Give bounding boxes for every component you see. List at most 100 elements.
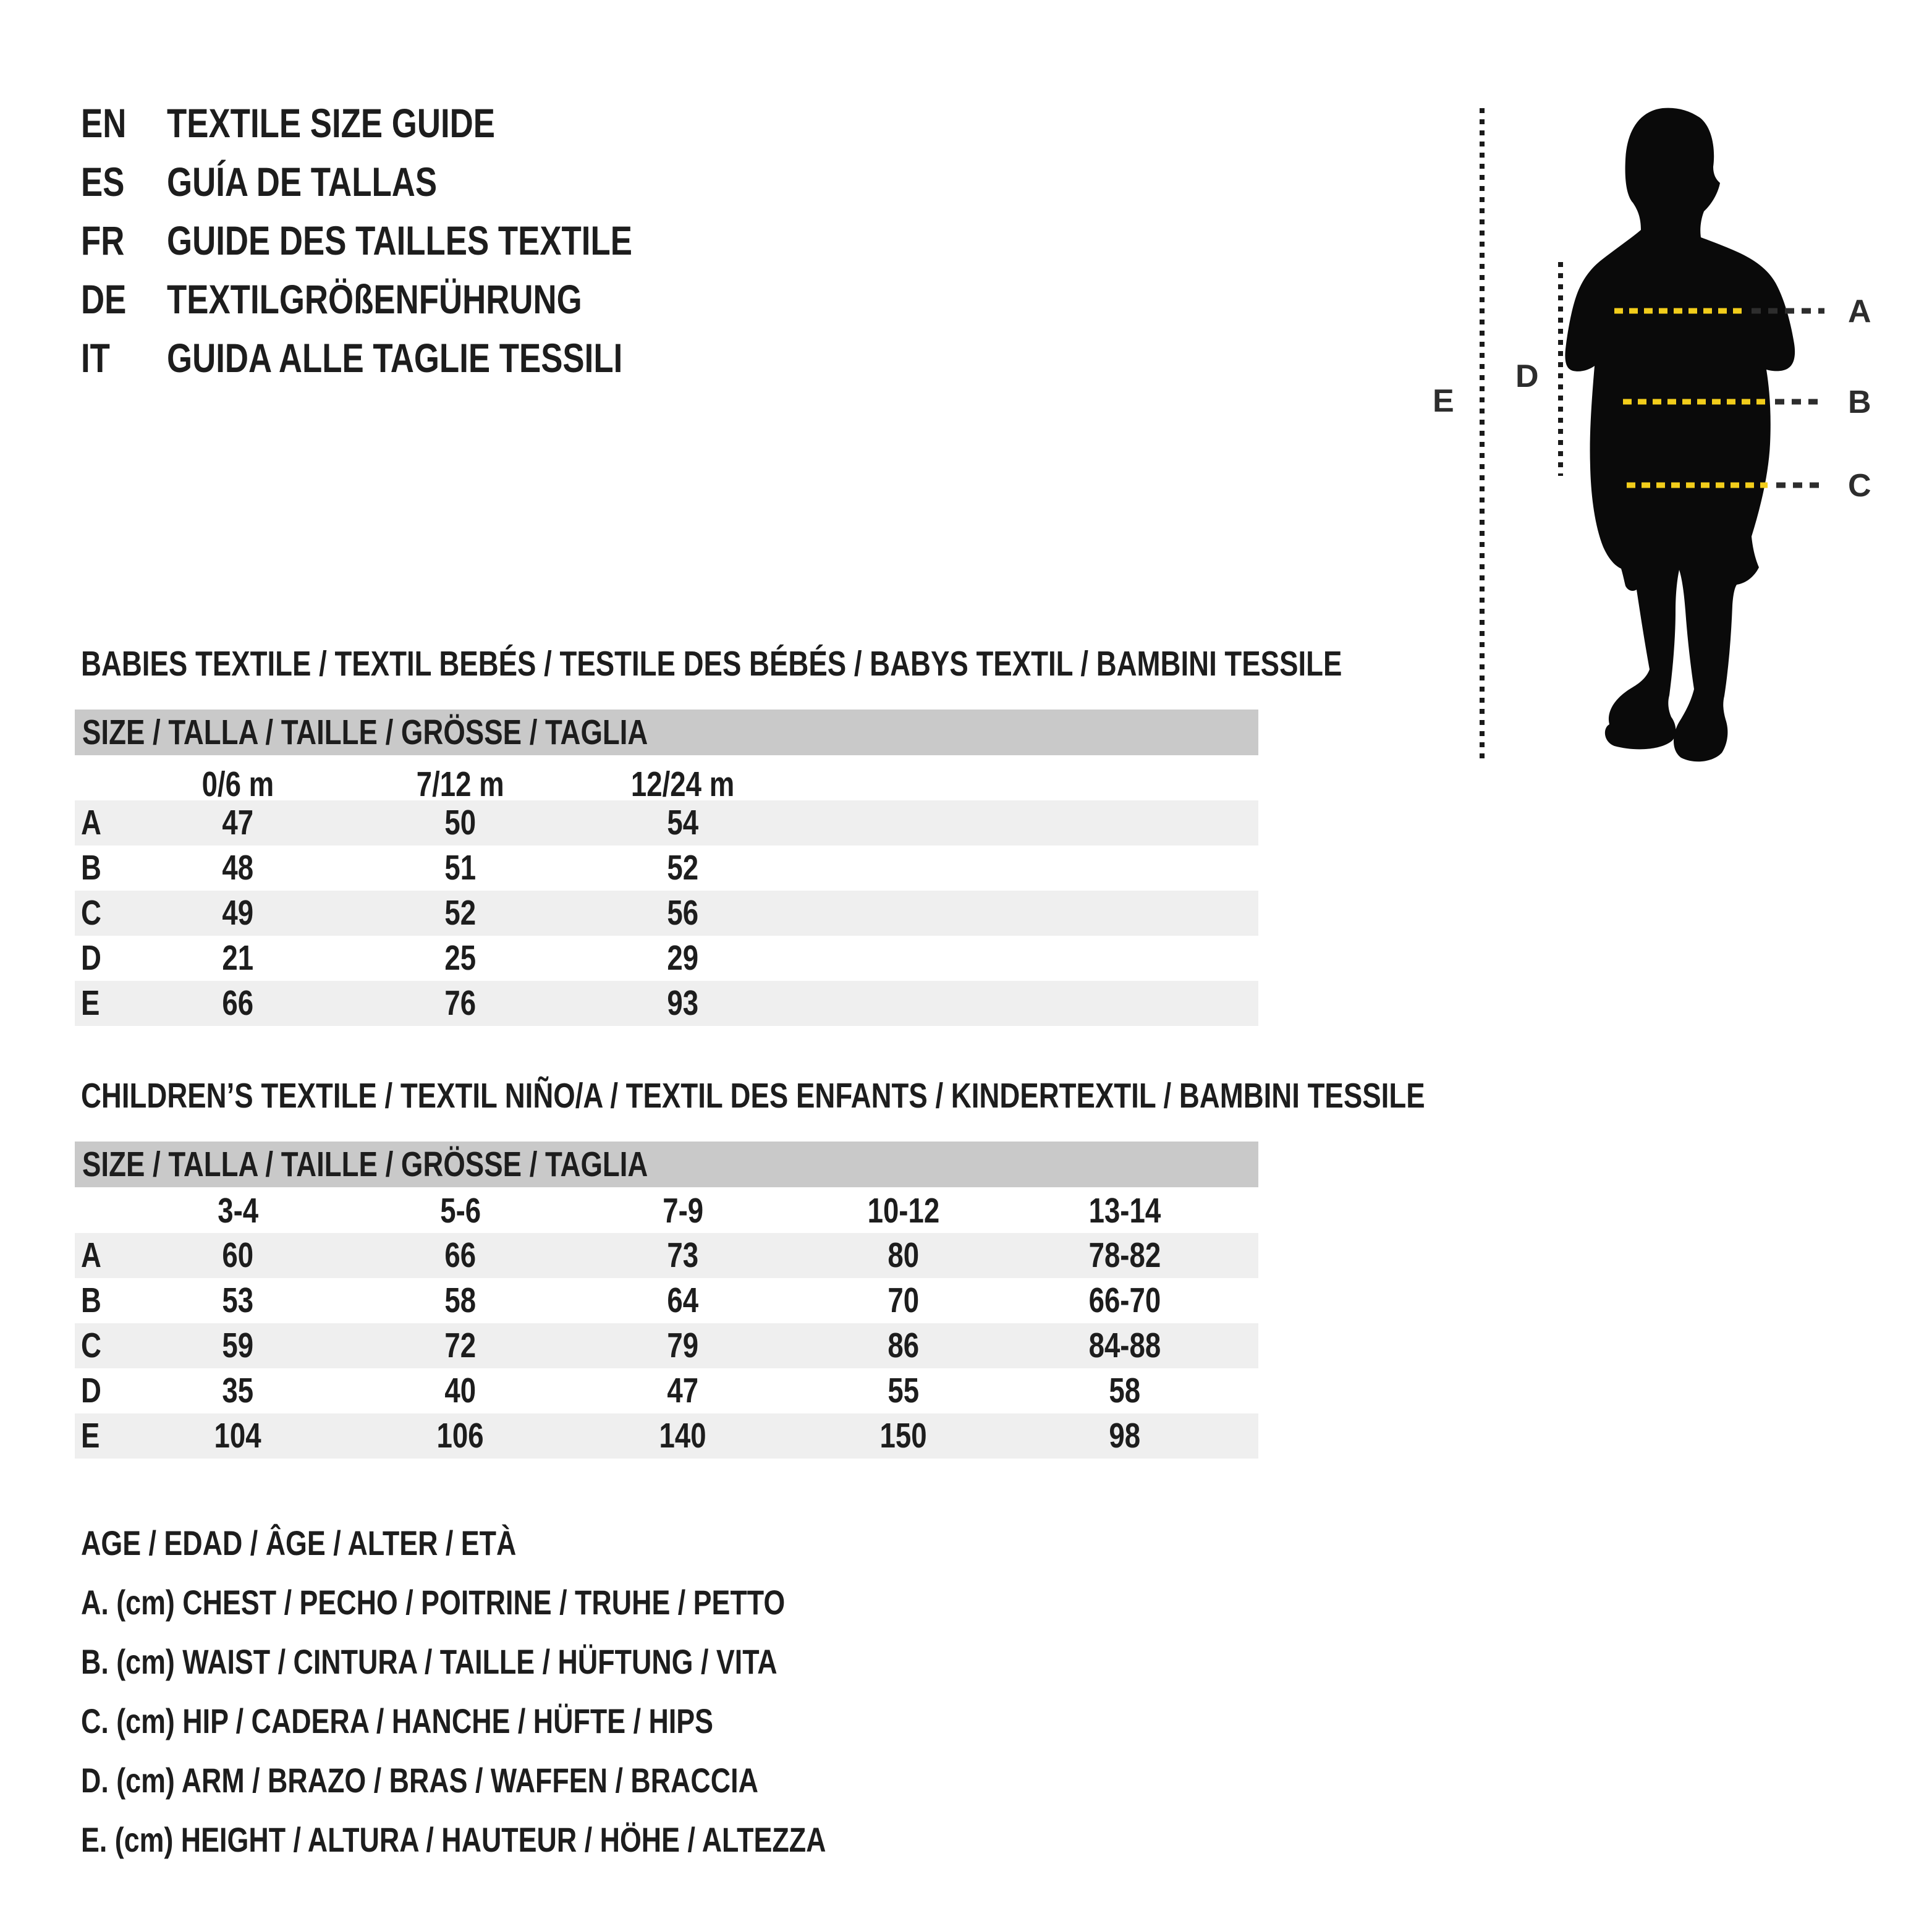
cell-value: 79 (667, 1326, 699, 1365)
table-row-a: A 47 50 54 (75, 800, 1258, 845)
language-row-fr: FR GUIDE DES TAILLES TEXTILE (0, 219, 1112, 262)
language-row-it: IT GUIDA ALLE TAGLIE TESSILI (0, 336, 1112, 379)
table-row-b: B 48 51 52 (75, 845, 1258, 891)
children-section-title: CHILDREN’S TEXTILE / TEXTIL NIÑO/A / TEX… (81, 1076, 1425, 1116)
table-row-e: E 66 76 93 (75, 981, 1258, 1026)
table-row-d: D 35 40 47 55 58 (75, 1368, 1258, 1413)
row-label: C (81, 1326, 101, 1365)
cell-value: 140 (659, 1416, 707, 1455)
legend-line-height: E. (cm) HEIGHT / ALTURA / HAUTEUR / HÖHE… (81, 1820, 826, 1859)
row-label: D (81, 1371, 101, 1410)
cell-value: 73 (667, 1235, 699, 1275)
column-header: 7-9 (663, 1191, 703, 1231)
table-row-c: C 59 72 79 86 84-88 (75, 1323, 1258, 1368)
babies-size-header-bar: SIZE / TALLA / TAILLE / GRÖSSE / TAGLIA (75, 710, 1258, 755)
cell-value: 49 (222, 893, 254, 933)
legend-line-age: AGE / EDAD / ÂGE / ALTER / ETÀ (81, 1523, 517, 1562)
language-code: FR (81, 218, 125, 263)
language-code: DE (81, 276, 127, 322)
figure-label-a: A (1848, 294, 1871, 329)
cell-value: 52 (667, 848, 699, 888)
cell-value: 60 (222, 1235, 254, 1275)
table-row-b: B 53 58 64 70 66-70 (75, 1278, 1258, 1323)
row-label: D (81, 938, 101, 978)
cell-value: 35 (222, 1371, 254, 1410)
cell-value: 66-70 (1088, 1281, 1161, 1320)
language-code: EN (81, 100, 127, 146)
row-label: E (81, 983, 100, 1023)
cell-value: 59 (222, 1326, 254, 1365)
row-label: C (81, 893, 101, 933)
cell-value: 51 (444, 848, 477, 888)
language-row-de: DE TEXTILGRÖßENFÜHRUNG (0, 278, 1112, 321)
size-measurement-figure: A B C D E (1433, 108, 1871, 762)
cell-value: 55 (888, 1371, 920, 1410)
legend-line-hip: C. (cm) HIP / CADERA / HANCHE / HÜFTE / … (81, 1701, 714, 1740)
column-header: 7/12 m (417, 765, 504, 804)
cell-value: 76 (444, 983, 477, 1023)
row-label: B (81, 848, 101, 888)
table-row-e: E 104 106 140 150 98 (75, 1413, 1258, 1459)
language-code: ES (81, 159, 125, 205)
cell-value: 53 (222, 1281, 254, 1320)
column-header: 5-6 (440, 1191, 481, 1231)
language-title: TEXTILGRÖßENFÜHRUNG (167, 276, 582, 322)
child-silhouette (1565, 108, 1795, 762)
cell-value: 78-82 (1088, 1235, 1161, 1275)
cell-value: 56 (667, 893, 699, 933)
cell-value: 48 (222, 848, 254, 888)
legend-line-arm: D. (cm) ARM / BRAZO / BRAS / WAFFEN / BR… (81, 1761, 758, 1800)
column-header: 0/6 m (201, 765, 274, 804)
legend-line-chest: A. (cm) CHEST / PECHO / POITRINE / TRUHE… (81, 1583, 786, 1622)
cell-value: 66 (444, 1235, 477, 1275)
cell-value: 93 (667, 983, 699, 1023)
column-header: 13-14 (1088, 1191, 1161, 1231)
cell-value: 150 (879, 1416, 928, 1455)
cell-value: 29 (667, 938, 699, 978)
cell-value: 72 (444, 1326, 477, 1365)
language-title: GUIDA ALLE TAGLIE TESSILI (167, 335, 623, 381)
children-size-header-bar: SIZE / TALLA / TAILLE / GRÖSSE / TAGLIA (75, 1142, 1258, 1187)
language-code: IT (81, 335, 110, 381)
babies-section-title: BABIES TEXTILE / TEXTIL BEBÉS / TESTILE … (81, 644, 1342, 684)
table-row-c: C 49 52 56 (75, 891, 1258, 936)
cell-value: 98 (1109, 1416, 1141, 1455)
language-title: TEXTILE SIZE GUIDE (167, 100, 495, 146)
cell-value: 52 (444, 893, 477, 933)
figure-label-c: C (1848, 468, 1871, 504)
cell-value: 64 (667, 1281, 699, 1320)
column-header: 12/24 m (631, 765, 735, 804)
cell-value: 58 (1109, 1371, 1141, 1410)
language-row-es: ES GUÍA DE TALLAS (0, 160, 1112, 203)
cell-value: 25 (444, 938, 477, 978)
cell-value: 86 (888, 1326, 920, 1365)
language-title: GUIDE DES TAILLES TEXTILE (167, 218, 632, 263)
table-row-d: D 21 25 29 (75, 936, 1258, 981)
figure-label-e: E (1433, 383, 1454, 419)
cell-value: 47 (667, 1371, 699, 1410)
cell-value: 58 (444, 1281, 477, 1320)
cell-value: 66 (222, 983, 254, 1023)
row-label: A (81, 1235, 101, 1275)
language-title: GUÍA DE TALLAS (167, 159, 438, 205)
cell-value: 70 (888, 1281, 920, 1320)
column-header: 10-12 (867, 1191, 940, 1231)
cell-value: 84-88 (1088, 1326, 1161, 1365)
row-label: A (81, 803, 101, 842)
cell-value: 50 (444, 803, 477, 842)
cell-value: 54 (667, 803, 699, 842)
column-header: 3-4 (218, 1191, 258, 1231)
legend-line-waist: B. (cm) WAIST / CINTURA / TAILLE / HÜFTU… (81, 1642, 777, 1681)
figure-label-b: B (1848, 384, 1871, 420)
cell-value: 80 (888, 1235, 920, 1275)
cell-value: 104 (214, 1416, 262, 1455)
table-row-a: A 60 66 73 80 78-82 (75, 1233, 1258, 1278)
figure-label-d: D (1515, 358, 1539, 394)
cell-value: 47 (222, 803, 254, 842)
cell-value: 106 (436, 1416, 485, 1455)
cell-value: 40 (444, 1371, 477, 1410)
cell-value: 21 (222, 938, 254, 978)
babies-column-header-row: 0/6 m 7/12 m 12/24 m (75, 767, 1258, 802)
row-label: E (81, 1416, 100, 1455)
children-column-header-row: 3-4 5-6 7-9 10-12 13-14 (75, 1191, 1258, 1231)
